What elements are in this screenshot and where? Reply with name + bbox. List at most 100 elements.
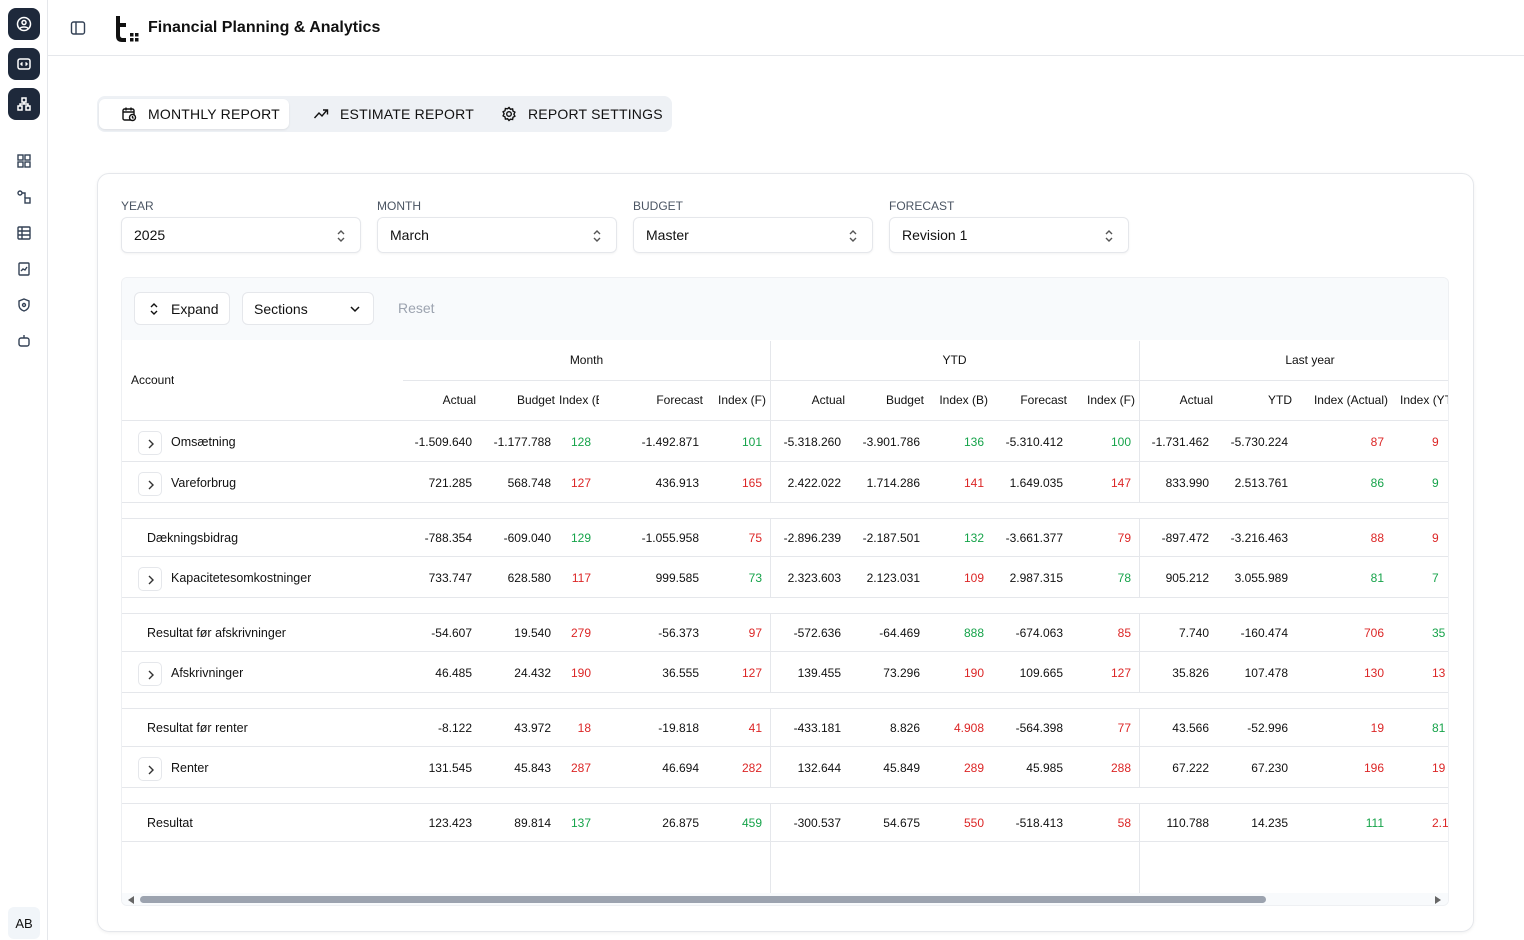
value-cell: -5.318.260 <box>783 435 841 449</box>
row-label: Resultat <box>147 816 193 830</box>
index-cell: 101 <box>741 435 762 449</box>
column-header: Actual <box>442 393 476 407</box>
nav-org[interactable] <box>8 88 40 120</box>
tab[interactable]: MONTHLY REPORT <box>99 99 289 129</box>
expand-chevron[interactable] <box>138 431 162 455</box>
avatar[interactable]: AB <box>8 907 40 939</box>
value-cell: 1.649.035 <box>1009 476 1063 490</box>
index-cell: 73 <box>748 571 762 585</box>
nav-code[interactable] <box>8 48 40 80</box>
row-spacer <box>122 598 1448 614</box>
value-cell: -3.216.463 <box>1230 531 1288 545</box>
value-cell: 46.485 <box>435 666 472 680</box>
expand-button[interactable]: Expand <box>134 292 230 325</box>
group-divider <box>1139 341 1140 893</box>
filter-select[interactable]: Master <box>633 217 873 253</box>
index-cell: 97 <box>748 626 762 640</box>
expand-chevron[interactable] <box>138 567 162 591</box>
value-cell: -3.661.377 <box>1005 531 1063 545</box>
index-cell: 279 <box>570 626 591 640</box>
nav-report[interactable] <box>16 261 32 277</box>
value-cell: 139.455 <box>797 666 841 680</box>
value-cell: -1.509.640 <box>414 435 472 449</box>
nav-profile[interactable] <box>8 8 40 40</box>
header-divider <box>403 380 1448 381</box>
sections-dropdown[interactable]: Sections <box>242 292 374 325</box>
value-cell: -160.474 <box>1240 626 1288 640</box>
reset-button[interactable]: Reset <box>398 300 435 316</box>
value-cell: -1.177.788 <box>493 435 551 449</box>
tab-label: REPORT SETTINGS <box>528 106 663 122</box>
nav-bot[interactable] <box>16 333 32 349</box>
tab[interactable]: REPORT SETTINGS <box>483 99 670 129</box>
value-cell: -5.730.224 <box>1230 435 1288 449</box>
tab-icon <box>502 106 516 122</box>
value-cell: -19.818 <box>658 721 699 735</box>
group-header: Last year <box>1285 353 1335 367</box>
index-cell: 147 <box>1110 476 1131 490</box>
index-cell: 128 <box>570 435 591 449</box>
index-cell: 196 <box>1363 761 1384 775</box>
value-cell: 35.826 <box>1172 666 1209 680</box>
column-header: Index (F) <box>717 393 766 407</box>
expand-chevron[interactable] <box>138 472 162 496</box>
select-chevrons <box>849 230 857 242</box>
index-cell: 132 <box>963 531 984 545</box>
nav-flow[interactable] <box>16 189 32 205</box>
index-cell: 136 <box>963 435 984 449</box>
scroll-thumb[interactable] <box>140 896 1266 903</box>
value-cell: -8.122 <box>437 721 472 735</box>
index-cell: 127 <box>570 476 591 490</box>
value-cell: -518.413 <box>1015 816 1063 830</box>
index-cell: 35 <box>1432 626 1446 640</box>
horizontal-scrollbar[interactable] <box>122 893 1448 905</box>
table-row[interactable]: Vareforbrug 721.285 568.748 127 436.913 165 2.… <box>122 462 1448 503</box>
filter-select[interactable]: March <box>377 217 617 253</box>
sidebar-toggle[interactable] <box>70 20 86 36</box>
table-row: Resultat før renter -8.122 43.972 18 -19.818… <box>122 709 1448 747</box>
value-cell: -2.896.239 <box>783 531 841 545</box>
index-cell: 137 <box>570 816 591 830</box>
nav-security[interactable] <box>16 297 32 313</box>
column-header: Actual <box>1179 393 1213 407</box>
index-cell: 58 <box>1117 816 1131 830</box>
index-cell: 85 <box>1117 626 1131 640</box>
filter-label: BUDGET <box>633 199 684 213</box>
table-row[interactable]: Kapacitetesomkostninger 733.747 628.580 117… <box>122 557 1448 598</box>
value-cell: 45.985 <box>1026 761 1063 775</box>
value-cell: 733.747 <box>428 571 472 585</box>
table-row[interactable]: Afskrivninger 46.485 24.432 190 36.555 127 139… <box>122 652 1448 693</box>
expand-chevron[interactable] <box>138 662 162 686</box>
tab-icon <box>122 107 137 122</box>
nav-table[interactable] <box>16 225 32 241</box>
index-cell: 77 <box>1117 721 1131 735</box>
value-cell: 123.423 <box>428 816 472 830</box>
table-row: Resultat før afskrivninger -54.607 19.540 2… <box>122 614 1448 652</box>
table-row[interactable]: Omsætning -1.509.640 -1.177.788 128 -1.492.8… <box>122 421 1448 462</box>
filter-select[interactable]: 2025 <box>121 217 361 253</box>
row-label: Afskrivninger <box>171 666 244 680</box>
index-cell: 141 <box>963 476 984 490</box>
index-cell: 129 <box>570 531 591 545</box>
index-cell: 75 <box>748 531 762 545</box>
group-header: YTD <box>942 353 967 367</box>
index-cell: 7 <box>1432 571 1439 585</box>
value-cell: -300.537 <box>793 816 841 830</box>
filter-select[interactable]: Revision 1 <box>889 217 1129 253</box>
index-cell: 41 <box>748 721 762 735</box>
index-cell: 127 <box>1110 666 1131 680</box>
index-cell: 130 <box>1363 666 1384 680</box>
filter-value: 2025 <box>134 227 166 243</box>
table-row[interactable]: Renter 131.545 45.843 287 46.694 282 132.644 45… <box>122 747 1448 788</box>
value-cell: -897.472 <box>1161 531 1209 545</box>
value-cell: 67.230 <box>1251 761 1288 775</box>
nav-dashboard[interactable] <box>16 153 32 169</box>
tab-bar: MONTHLY REPORT ESTIMATE REPORT REPORT SETT… <box>97 96 672 132</box>
value-cell: -572.636 <box>793 626 841 640</box>
index-cell: 19 <box>1370 721 1384 735</box>
row-label: Kapacitetesomkostninger <box>171 571 312 585</box>
value-cell: 46.694 <box>662 761 699 775</box>
row-label: Dækningsbidrag <box>147 531 239 545</box>
tab[interactable]: ESTIMATE REPORT <box>291 99 481 129</box>
expand-chevron[interactable] <box>138 757 162 781</box>
